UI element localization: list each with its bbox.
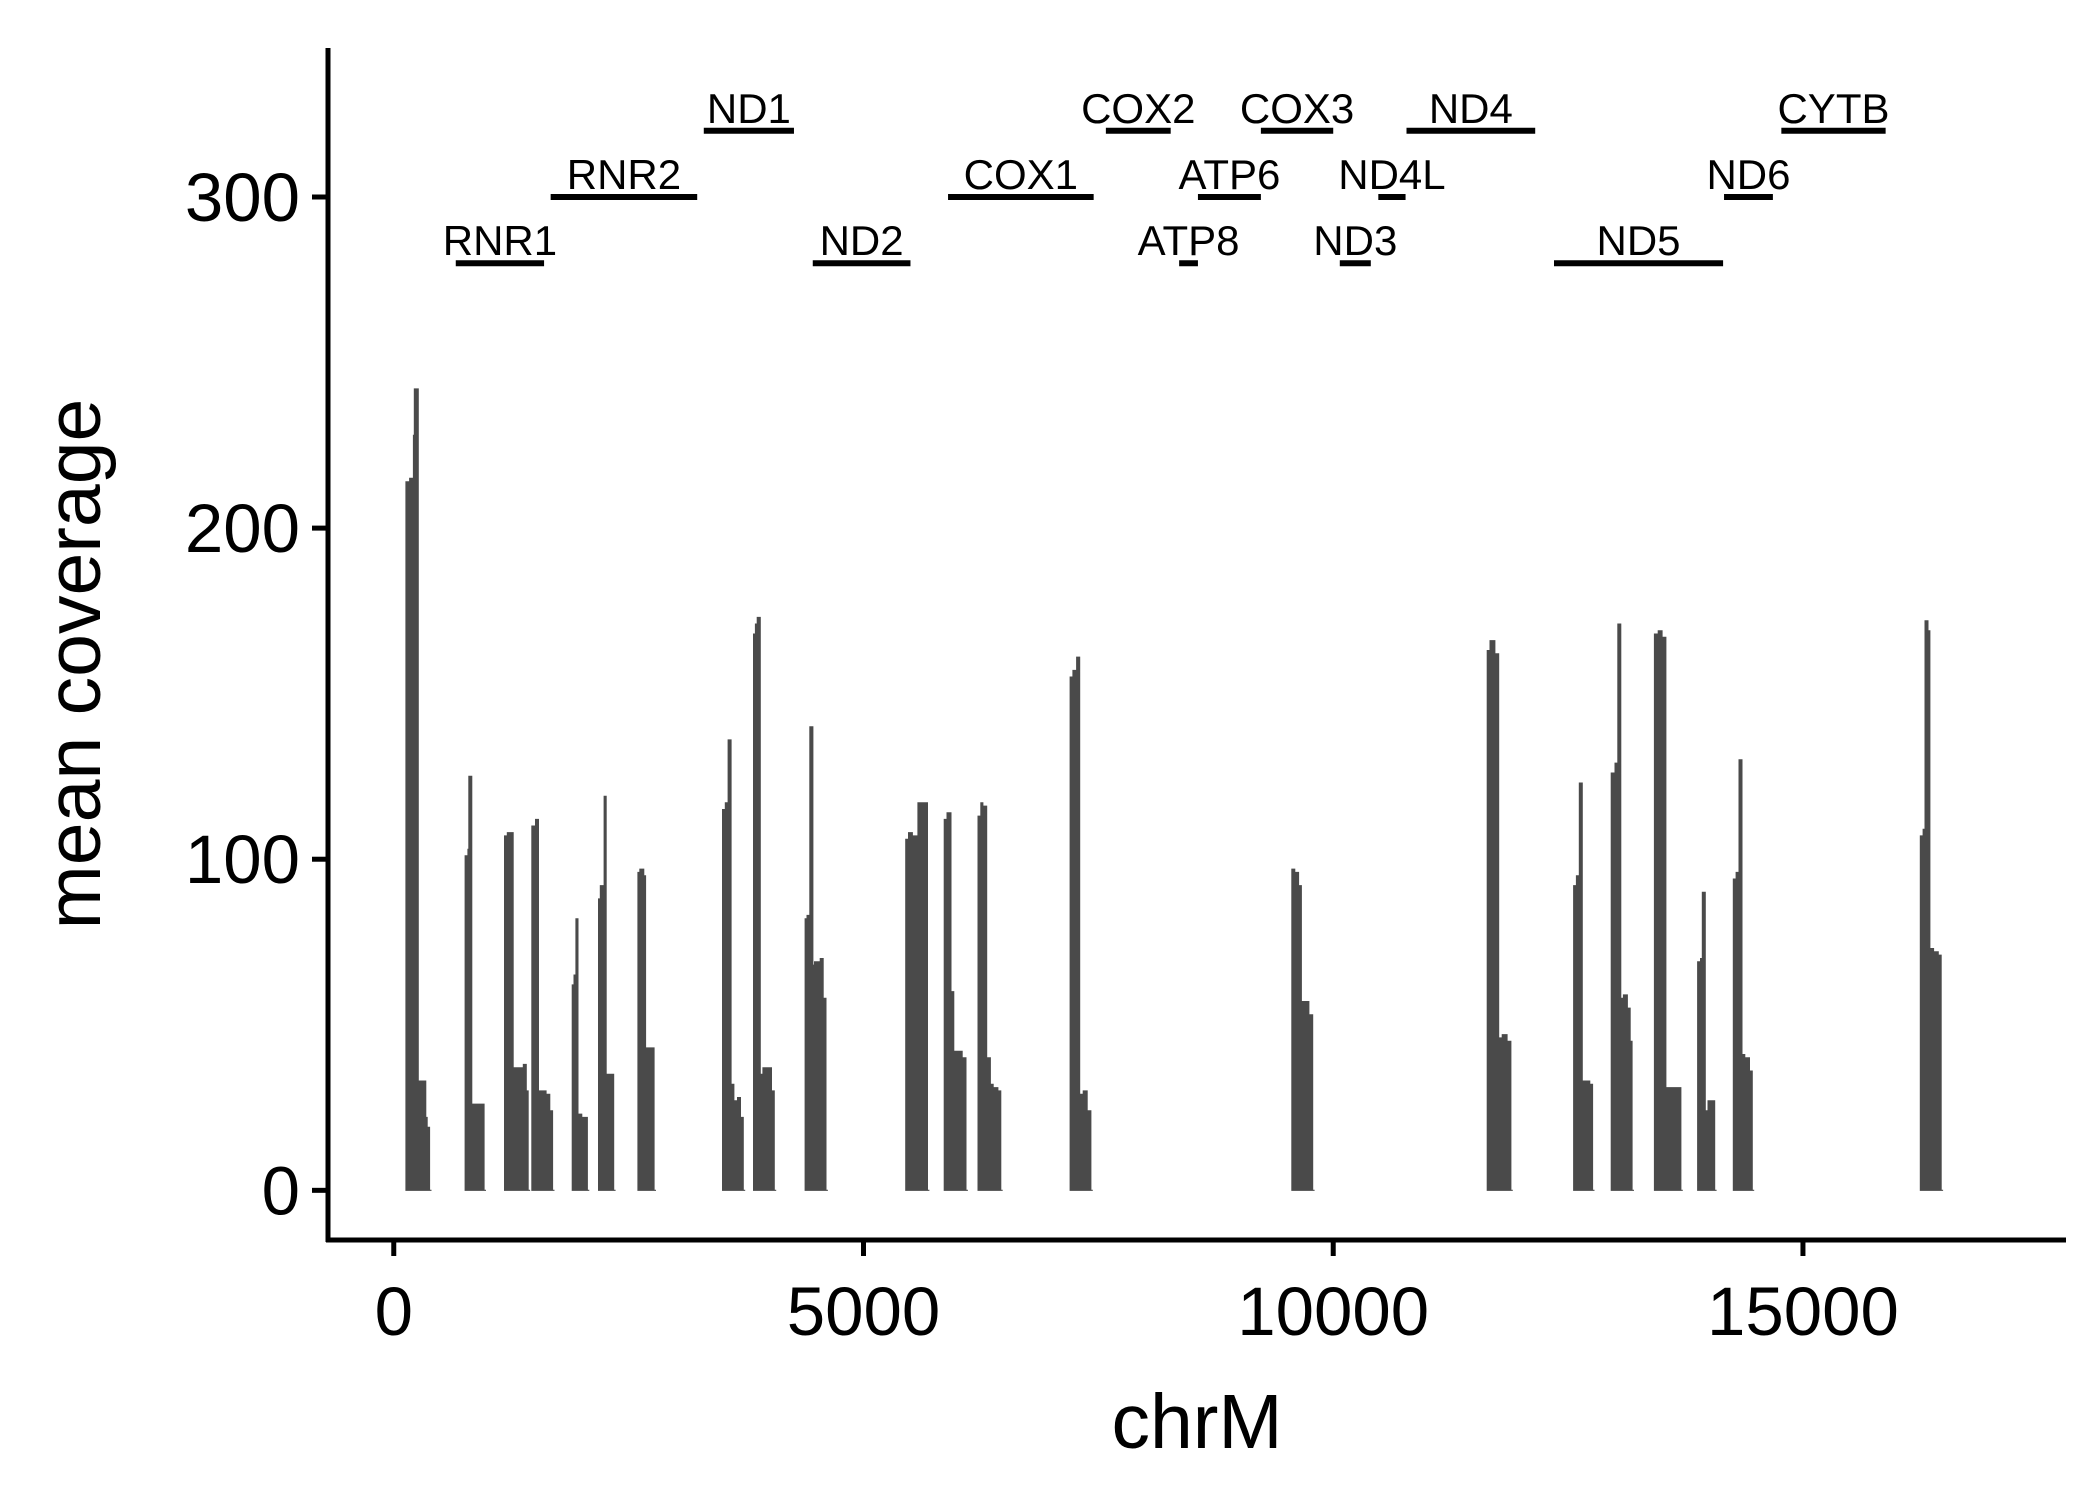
coverage-block [1573, 782, 1595, 1191]
x-axis-title: chrM [1111, 1379, 1282, 1465]
gene-label: ND6 [1706, 151, 1790, 198]
coverage-block [1291, 868, 1315, 1191]
gene-label: ND1 [707, 85, 791, 132]
coverage-block [1486, 640, 1513, 1191]
coverage-block [464, 775, 486, 1191]
axes [325, 48, 2066, 1243]
coverage-block [1610, 623, 1634, 1191]
gene-label: RNR2 [567, 151, 681, 198]
coverage-block [1069, 656, 1093, 1191]
x-tick-label: 10000 [1237, 1273, 1429, 1350]
y-tick-label: 300 [185, 159, 300, 236]
x-tick-label: 15000 [1707, 1273, 1899, 1350]
coverage-block [804, 726, 828, 1191]
gene-label: ATP6 [1178, 151, 1280, 198]
coverage-block [905, 802, 930, 1191]
gene-label: ND2 [820, 217, 904, 264]
gene-label: COX3 [1240, 85, 1354, 132]
coverage-block [977, 802, 1003, 1191]
y-axis-title: mean coverage [31, 399, 117, 930]
coverage-block [753, 616, 777, 1191]
coverage-block [943, 812, 968, 1191]
gene-label: ATP8 [1138, 217, 1240, 264]
coverage-block [637, 868, 656, 1191]
y-tick-label: 0 [262, 1152, 300, 1229]
gene-label: ND4 [1429, 85, 1513, 132]
coverage-layer [405, 388, 1944, 1191]
y-tick-label: 100 [185, 821, 300, 898]
coverage-block [571, 918, 590, 1191]
x-tick-label: 0 [375, 1273, 413, 1350]
coverage-block [504, 832, 531, 1191]
coverage-block [598, 795, 616, 1191]
gene-label: ND3 [1313, 217, 1397, 264]
gene-label: COX1 [964, 151, 1078, 198]
ticks: 0 5000 10000 15000 0 100 200 300 [185, 159, 1899, 1350]
coverage-block [722, 739, 746, 1191]
coverage-block [1697, 891, 1717, 1191]
gene-label: ND5 [1597, 217, 1681, 264]
coverage-block [531, 818, 555, 1191]
coverage-block [1653, 630, 1683, 1191]
gene-label: ND4L [1338, 151, 1445, 198]
coverage-block [405, 388, 432, 1191]
gene-label: COX2 [1081, 85, 1195, 132]
gene-label: RNR1 [443, 217, 557, 264]
gene-label: CYTB [1777, 85, 1889, 132]
coverage-block [1919, 620, 1944, 1191]
x-tick-label: 5000 [787, 1273, 941, 1350]
coverage-block [1732, 759, 1755, 1191]
y-tick-label: 200 [185, 490, 300, 567]
